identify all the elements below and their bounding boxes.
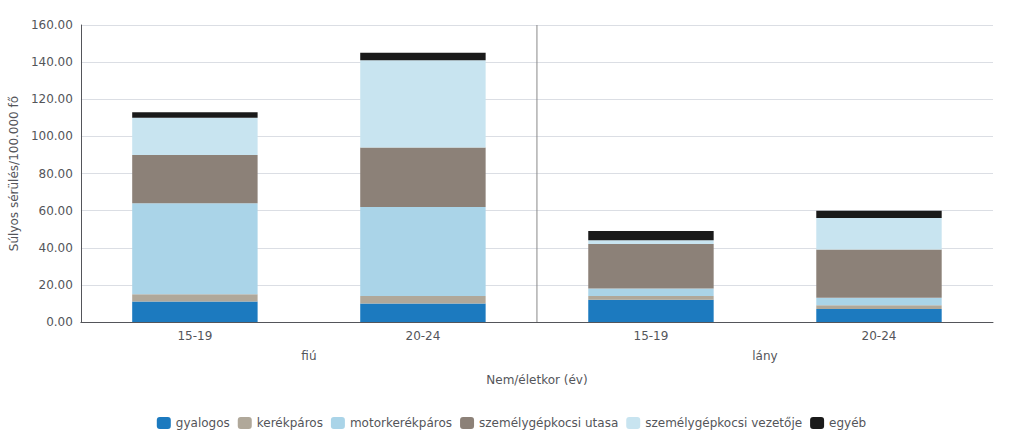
svg-text:egyéb: egyéb [829,416,866,430]
svg-text:140.00: 140.00 [31,55,73,69]
svg-text:0.00: 0.00 [46,315,73,329]
svg-text:gyalogos: gyalogos [176,416,230,430]
svg-text:20-24: 20-24 [862,329,897,343]
svg-text:15-19: 15-19 [177,329,212,343]
svg-text:15-19: 15-19 [634,329,669,343]
svg-text:személygépkocsi vezetője: személygépkocsi vezetője [645,416,802,430]
svg-text:80.00: 80.00 [39,167,73,181]
svg-text:Nem/életkor (év): Nem/életkor (év) [486,373,587,387]
svg-text:40.00: 40.00 [39,241,73,255]
svg-text:120.00: 120.00 [31,92,73,106]
svg-text:Súlyos sérülés/100.000 fő: Súlyos sérülés/100.000 fő [7,96,21,251]
svg-text:20-24: 20-24 [405,329,440,343]
svg-text:kerékpáros: kerékpáros [257,416,323,430]
svg-text:60.00: 60.00 [39,204,73,218]
svg-text:100.00: 100.00 [31,129,73,143]
svg-text:személygépkocsi utasa: személygépkocsi utasa [479,416,618,430]
svg-text:160.00: 160.00 [31,18,73,32]
svg-text:lány: lány [752,349,777,363]
svg-text:motorkerékpáros: motorkerékpáros [350,416,452,430]
svg-text:20.00: 20.00 [39,278,73,292]
svg-text:fiú: fiú [301,349,316,363]
